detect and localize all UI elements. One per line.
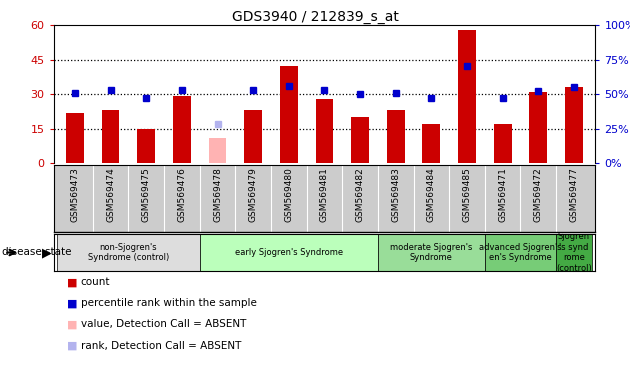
Bar bbox=[244, 110, 262, 163]
Text: GSM569476: GSM569476 bbox=[178, 167, 186, 222]
Text: early Sjogren's Syndrome: early Sjogren's Syndrome bbox=[235, 248, 343, 257]
Bar bbox=[57, 234, 200, 271]
Text: GSM569474: GSM569474 bbox=[106, 167, 115, 222]
Text: percentile rank within the sample: percentile rank within the sample bbox=[81, 298, 256, 308]
Text: GSM569477: GSM569477 bbox=[570, 167, 578, 222]
Text: disease state: disease state bbox=[2, 247, 71, 258]
Bar bbox=[556, 234, 592, 271]
Bar bbox=[66, 113, 84, 163]
Text: non-Sjogren's
Syndrome (control): non-Sjogren's Syndrome (control) bbox=[88, 243, 169, 262]
Text: GSM569478: GSM569478 bbox=[213, 167, 222, 222]
Bar bbox=[387, 110, 404, 163]
Bar bbox=[200, 234, 378, 271]
Text: GSM569483: GSM569483 bbox=[391, 167, 400, 222]
Text: Sjogren
's synd
rome
(control): Sjogren 's synd rome (control) bbox=[556, 232, 592, 273]
Bar bbox=[494, 124, 512, 163]
Text: ■: ■ bbox=[67, 277, 77, 287]
Text: ▶: ▶ bbox=[42, 246, 52, 259]
Bar bbox=[316, 99, 333, 163]
Text: GSM569480: GSM569480 bbox=[284, 167, 294, 222]
Text: count: count bbox=[81, 277, 110, 287]
Text: value, Detection Call = ABSENT: value, Detection Call = ABSENT bbox=[81, 319, 246, 329]
Text: ■: ■ bbox=[67, 298, 77, 308]
Text: GDS3940 / 212839_s_at: GDS3940 / 212839_s_at bbox=[232, 10, 398, 23]
Text: advanced Sjogren's
en's Syndrome: advanced Sjogren's en's Syndrome bbox=[479, 243, 562, 262]
Text: GSM569484: GSM569484 bbox=[427, 167, 436, 222]
Text: rank, Detection Call = ABSENT: rank, Detection Call = ABSENT bbox=[81, 341, 241, 351]
Bar bbox=[458, 30, 476, 163]
Text: GSM569482: GSM569482 bbox=[355, 167, 365, 222]
Bar bbox=[280, 66, 298, 163]
Bar bbox=[209, 138, 226, 163]
Bar bbox=[565, 87, 583, 163]
Bar bbox=[351, 117, 369, 163]
Text: ■: ■ bbox=[67, 341, 77, 351]
Text: GSM569479: GSM569479 bbox=[249, 167, 258, 222]
Bar bbox=[529, 92, 547, 163]
Text: GSM569471: GSM569471 bbox=[498, 167, 507, 222]
Bar bbox=[101, 110, 120, 163]
Text: GSM569481: GSM569481 bbox=[320, 167, 329, 222]
Text: moderate Sjogren's
Syndrome: moderate Sjogren's Syndrome bbox=[390, 243, 472, 262]
Text: GSM569473: GSM569473 bbox=[71, 167, 79, 222]
Text: GSM569472: GSM569472 bbox=[534, 167, 543, 222]
Bar bbox=[485, 234, 556, 271]
Text: GSM569475: GSM569475 bbox=[142, 167, 151, 222]
Bar bbox=[137, 129, 155, 163]
Bar bbox=[173, 96, 191, 163]
Bar bbox=[423, 124, 440, 163]
Text: ■: ■ bbox=[67, 319, 77, 329]
Bar bbox=[378, 234, 485, 271]
Text: GSM569485: GSM569485 bbox=[462, 167, 471, 222]
